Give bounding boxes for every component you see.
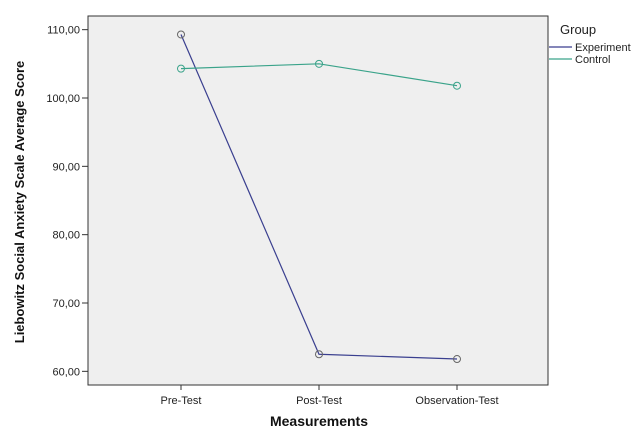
x-axis: Pre-Test Post-Test Observation-Test: [161, 385, 499, 407]
series-line-control: [180, 63, 458, 87]
y-tick-label: 60,00: [52, 366, 80, 378]
x-axis-title: Measurements: [270, 413, 368, 428]
plot-area: [87, 15, 549, 386]
y-tick-label: 70,00: [52, 298, 80, 310]
data-point-experiment: [177, 30, 185, 39]
series-line-experiment: [180, 34, 458, 360]
legend-title: Group: [560, 22, 596, 37]
data-point-control: [453, 81, 461, 90]
y-axis: 60,00 70,00 80,00 90,00 100,00 110,00: [46, 25, 88, 378]
y-tick-label: 110,00: [47, 25, 80, 37]
x-tick-label: Post-Test: [296, 395, 342, 407]
legend-label-control: Control: [575, 54, 610, 66]
legend-label-experiment: Experiment: [575, 42, 631, 54]
y-tick-label: 80,00: [52, 230, 80, 242]
data-point-control: [315, 59, 323, 68]
series-layer: [177, 30, 461, 364]
x-tick-label: Observation-Test: [415, 395, 498, 407]
data-point-experiment: [315, 350, 323, 359]
data-point-experiment: [453, 355, 461, 364]
data-point-control: [177, 64, 185, 73]
x-tick-label: Pre-Test: [161, 395, 202, 407]
y-tick-label: 100,00: [46, 93, 80, 105]
y-axis-title: Liebowitz Social Anxiety Scale Average S…: [12, 61, 27, 344]
y-tick-label: 90,00: [52, 161, 80, 173]
